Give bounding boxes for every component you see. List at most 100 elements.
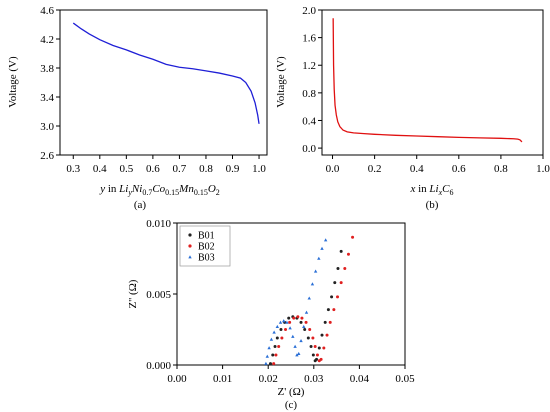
chart-a-xlabel-ni-sub: 0.7 bbox=[142, 188, 152, 197]
x-tick-label: 0.01 bbox=[213, 373, 232, 385]
chart-c-ylabel: Z'' (Ω) bbox=[127, 279, 139, 308]
y-tick-label: 4.2 bbox=[40, 34, 54, 46]
chart-c-legend: B01 B02 B03 bbox=[179, 225, 231, 267]
chart-b-ylabel: Voltage (V) bbox=[275, 56, 287, 108]
point-b03 bbox=[302, 324, 306, 328]
point-b02 bbox=[292, 316, 296, 320]
point-b01 bbox=[339, 249, 343, 253]
chart-c-legend-box bbox=[179, 225, 231, 267]
chart-a-series-line bbox=[72, 22, 260, 124]
point-b03 bbox=[278, 320, 283, 324]
chart-a-xlabel-o: O bbox=[208, 183, 216, 195]
chart-b-xlabel-x: x bbox=[409, 183, 415, 195]
y-tick-label: 0.8 bbox=[302, 88, 316, 100]
chart-a-xlabel-co-sub: 0.15 bbox=[165, 188, 179, 197]
point-b02 bbox=[315, 353, 319, 357]
point-b03 bbox=[282, 319, 286, 323]
chart-b-xlabel-in: in bbox=[415, 183, 429, 195]
point-b01 bbox=[279, 328, 283, 331]
point-b01 bbox=[323, 320, 327, 324]
chart-b-xlabel: x in LixC6 bbox=[409, 183, 453, 197]
legend-label-b02: B02 bbox=[198, 242, 215, 253]
point-b02 bbox=[332, 308, 336, 312]
point-b01 bbox=[273, 345, 277, 349]
point-b02 bbox=[274, 353, 278, 357]
point-b02 bbox=[277, 345, 281, 349]
x-tick-label: 0.8 bbox=[494, 163, 508, 175]
x-tick-label: 0.6 bbox=[452, 163, 466, 175]
legend-label-b01: B01 bbox=[198, 231, 215, 242]
point-b02 bbox=[325, 333, 329, 337]
point-b02 bbox=[346, 252, 350, 256]
chart-b-frame bbox=[321, 9, 544, 156]
point-b02 bbox=[300, 316, 304, 320]
chart-c-points bbox=[264, 235, 355, 366]
point-b03 bbox=[297, 351, 301, 355]
point-b02 bbox=[284, 328, 288, 331]
point-b01 bbox=[320, 333, 324, 337]
chart-b: 0.0 0.2 0.4 0.6 0.8 1.0 0.0 0.4 0.8 1.2 1.6 2.0 Vol… bbox=[275, 5, 550, 211]
chart-a-xlabel-co: Co bbox=[152, 183, 165, 195]
point-b01 bbox=[299, 320, 303, 324]
point-b02 bbox=[280, 336, 284, 340]
chart-b-xlabel-li-sub: x bbox=[438, 188, 443, 197]
y-tick-label: 3.8 bbox=[40, 63, 54, 75]
point-b03 bbox=[320, 246, 324, 250]
chart-a-xlabel-ni: Ni bbox=[131, 183, 142, 195]
point-b02 bbox=[343, 266, 347, 270]
x-tick-label: 0.0 bbox=[326, 163, 340, 175]
y-tick-label: 0.005 bbox=[146, 289, 171, 301]
chart-b-xlabel-li: Li bbox=[428, 183, 438, 195]
point-b03 bbox=[323, 238, 328, 242]
point-b02 bbox=[272, 362, 276, 366]
chart-c-panel-label: (c) bbox=[285, 399, 298, 411]
point-b03 bbox=[310, 282, 315, 286]
x-tick-label: 0.5 bbox=[119, 163, 133, 175]
chart-a-frame bbox=[59, 9, 268, 156]
chart-a-ticks: 0.3 0.4 0.5 0.6 0.7 0.8 0.9 1.0 2.6 3.0 3.4 3.8 4.2 4… bbox=[40, 5, 266, 175]
x-tick-label: 0.02 bbox=[259, 373, 278, 385]
point-b01 bbox=[311, 353, 315, 357]
point-b02 bbox=[308, 328, 312, 331]
y-tick-label: 0.4 bbox=[302, 115, 316, 127]
point-b02 bbox=[296, 315, 300, 319]
x-tick-label: 0.6 bbox=[146, 163, 160, 175]
point-b01 bbox=[306, 336, 310, 340]
chart-b-xlabel-c-sub: 6 bbox=[450, 188, 454, 197]
legend-marker-b03 bbox=[188, 255, 192, 259]
point-b01 bbox=[275, 336, 279, 340]
x-tick-label: 0.04 bbox=[350, 373, 370, 385]
chart-a-xlabel-mn-sub: 0.15 bbox=[194, 188, 208, 197]
chart-a-xlabel-mn: Mn bbox=[178, 183, 194, 195]
legend-label-b03: B03 bbox=[198, 253, 215, 264]
x-tick-label: 0.4 bbox=[410, 163, 424, 175]
y-tick-label: 1.2 bbox=[302, 60, 316, 72]
point-b01 bbox=[317, 346, 321, 350]
x-tick-label: 0.7 bbox=[173, 163, 187, 175]
y-tick-label: 3.0 bbox=[40, 121, 54, 133]
chart-b-panel-label: (b) bbox=[426, 199, 439, 211]
chart-a-xlabel-y: y bbox=[99, 183, 105, 195]
x-tick-label: 1.0 bbox=[252, 163, 266, 175]
point-b03 bbox=[285, 320, 289, 324]
point-b03 bbox=[299, 339, 303, 343]
point-b03 bbox=[288, 326, 292, 330]
chart-a-xlabel-li: Li bbox=[118, 183, 128, 195]
point-b01 bbox=[303, 328, 307, 331]
chart-c: 0.00 0.01 0.02 0.03 0.04 0.050.0000.0050.010 … bbox=[127, 218, 415, 411]
chart-b-series-line bbox=[332, 18, 523, 143]
y-tick-label: 3.4 bbox=[40, 92, 54, 104]
point-b03 bbox=[267, 346, 271, 350]
x-tick-label: 1.0 bbox=[536, 163, 550, 175]
chart-a-xlabel: y in LiyNi0.7Co0.15Mn0.15O2 bbox=[99, 183, 220, 197]
point-b01 bbox=[333, 281, 337, 285]
point-b01 bbox=[271, 353, 275, 357]
chart-a-xlabel-in: in bbox=[105, 183, 119, 195]
x-tick-label: 0.03 bbox=[304, 373, 324, 385]
x-tick-label: 0.00 bbox=[167, 373, 187, 385]
chart-b-ticks: 0.0 0.2 0.4 0.6 0.8 1.0 0.0 0.4 0.8 1.2 1.6 2.0 bbox=[302, 5, 550, 175]
chart-b-xlabel-c: C bbox=[442, 183, 450, 195]
chart-c-ticks: 0.00 0.01 0.02 0.03 0.04 0.05 0.000 0.005 0.010 bbox=[146, 218, 415, 385]
y-tick-label: 1.6 bbox=[302, 33, 316, 45]
point-b01 bbox=[330, 295, 334, 299]
